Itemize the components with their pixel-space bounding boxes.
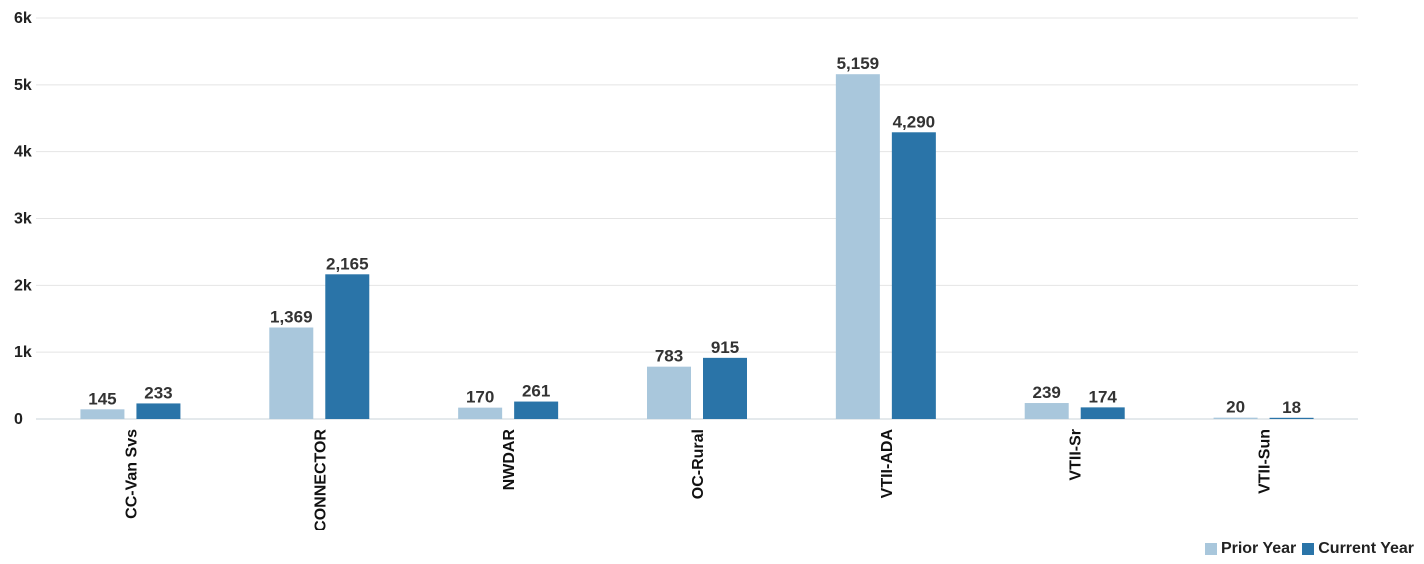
bar-current-0 [136, 403, 181, 419]
data-label-current-0: 233 [144, 383, 172, 402]
y-tick-label-0: 0 [14, 411, 23, 428]
bar-current-2 [514, 401, 559, 419]
data-label-prior-6: 20 [1226, 398, 1245, 417]
y-tick-label-3: 3k [14, 211, 32, 228]
y-tick-label-6: 6k [14, 10, 32, 27]
y-tick-label-1: 1k [14, 344, 32, 361]
y-tick-label-4: 4k [14, 144, 32, 161]
x-tick-label-1: CONNECTOR [312, 429, 329, 530]
bar-prior-4 [835, 74, 880, 419]
bar-prior-2 [458, 407, 503, 419]
data-label-prior-2: 170 [466, 388, 494, 407]
data-label-current-4: 4,290 [893, 112, 936, 131]
bar-prior-1 [269, 327, 314, 419]
y-tick-label-2: 2k [14, 277, 32, 294]
bar-current-1 [325, 274, 370, 419]
bar-prior-0 [80, 409, 125, 419]
bar-chart: 0 1k 2k 3k 4k 5k 6k 145 233 CC-Van Svs 1,369 2,165 C… [14, 10, 1358, 530]
bar-current-3 [703, 357, 747, 419]
y-tick-label-5: 5k [14, 77, 32, 94]
legend-item-prior-year[interactable]: Prior Year [1204, 540, 1297, 558]
legend-label-prior-year: Prior Year [1220, 540, 1297, 557]
x-tick-label-4: VTII-ADA [879, 429, 896, 499]
legend-swatch-prior-year [1204, 543, 1217, 555]
data-label-prior-4: 5,159 [837, 54, 880, 73]
data-label-current-1: 2,165 [326, 254, 369, 273]
bar-current-5 [1080, 407, 1125, 419]
data-label-prior-1: 1,369 [270, 308, 313, 327]
bar-prior-6 [1213, 417, 1258, 419]
legend-item-current-year[interactable]: Current Year [1302, 540, 1414, 558]
bar-prior-3 [647, 366, 691, 419]
legend-label-current-year: Current Year [1318, 540, 1414, 557]
bar-current-4 [891, 132, 936, 419]
x-tick-label-5: VTII-Sr [1068, 429, 1085, 481]
data-label-current-2: 261 [522, 382, 550, 401]
data-label-prior-3: 783 [655, 347, 683, 366]
x-tick-label-6: VTII-Sun [1257, 429, 1274, 494]
data-label-current-5: 174 [1089, 387, 1118, 406]
x-tick-label-3: OC-Rural [690, 429, 707, 499]
bar-current-6 [1269, 417, 1314, 419]
data-label-prior-0: 145 [88, 389, 116, 408]
x-tick-label-0: CC-Van Svs [123, 429, 140, 519]
x-tick-label-2: NWDAR [501, 429, 518, 491]
data-label-current-6: 18 [1282, 398, 1301, 417]
legend-swatch-current-year [1302, 543, 1315, 555]
data-label-prior-5: 239 [1033, 383, 1061, 402]
chart-legend: Prior Year Current Year [1199, 540, 1414, 558]
data-label-current-3: 915 [711, 338, 739, 357]
bar-prior-5 [1024, 403, 1069, 419]
